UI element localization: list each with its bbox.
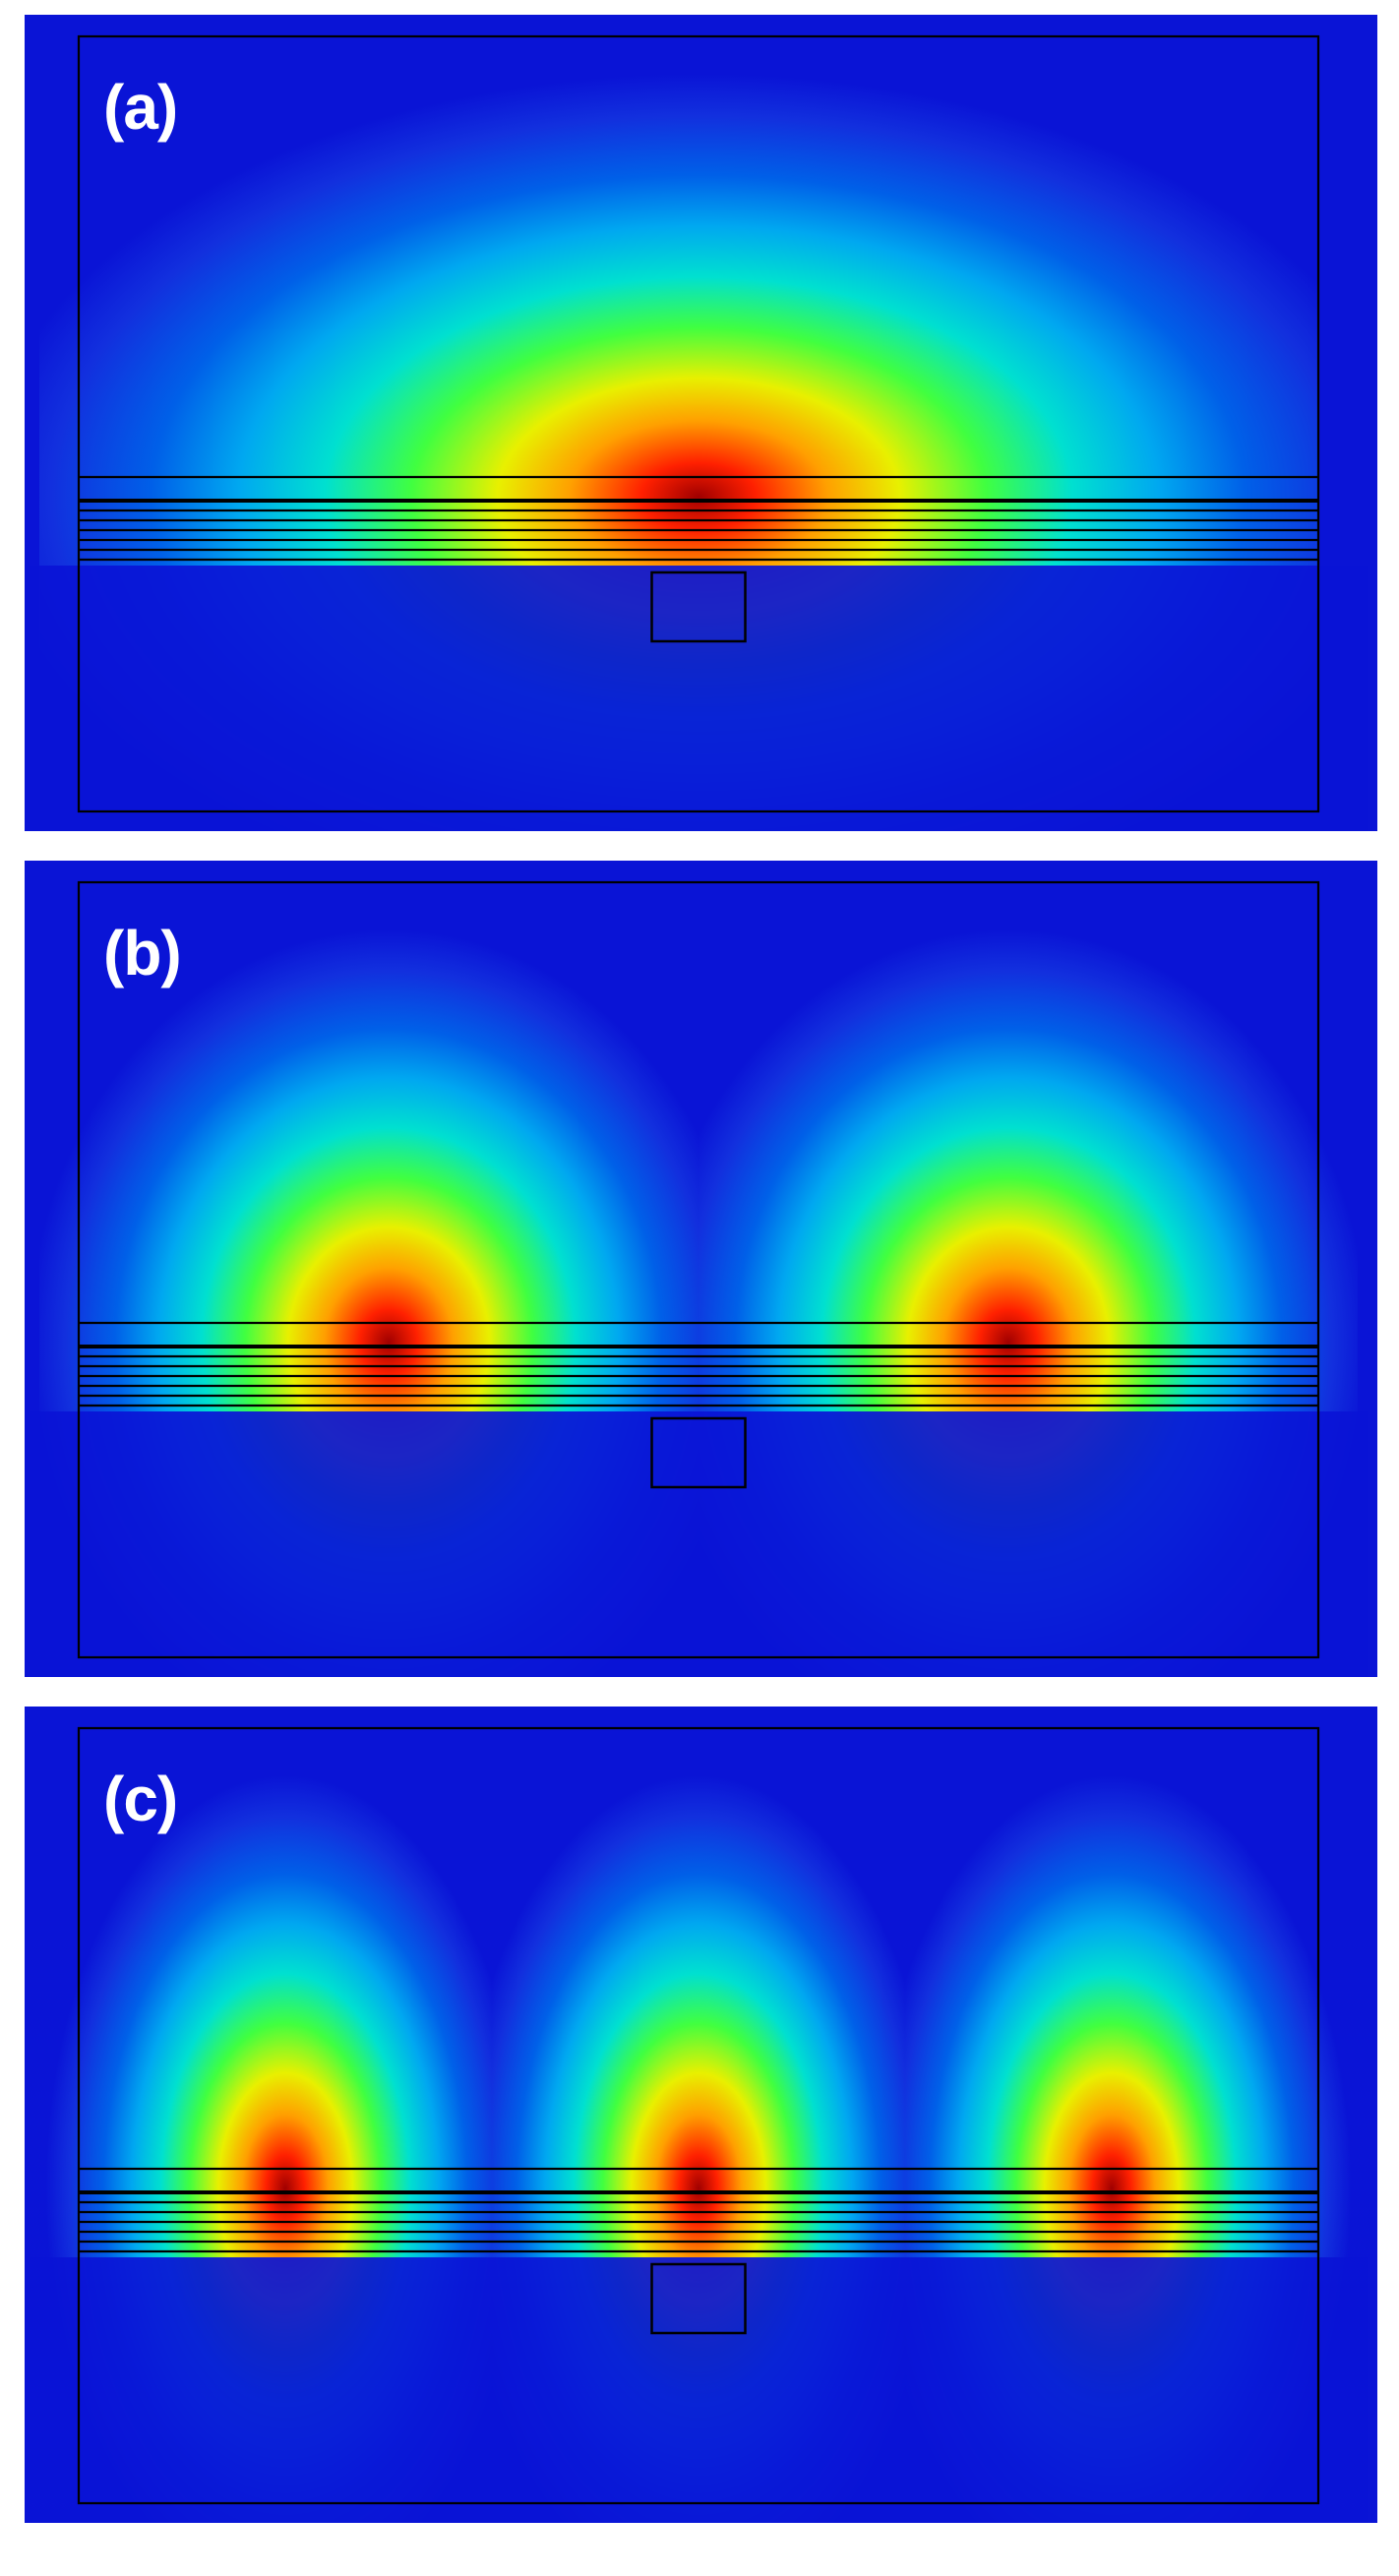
panel-label-b: (b)	[103, 918, 182, 988]
panel-a: (a)	[25, 15, 1377, 831]
panel-label-c: (c)	[103, 1764, 178, 1834]
substrate-region	[30, 1411, 1368, 1677]
domain-boundary	[77, 1726, 1320, 2505]
field-map-c	[25, 1707, 1377, 2523]
core-box	[650, 2262, 747, 2335]
core-box	[650, 570, 747, 643]
core-box	[650, 1416, 747, 1489]
panel-label-a: (a)	[103, 72, 178, 143]
panel-b: (b)	[25, 861, 1377, 1677]
substrate-region	[30, 566, 1368, 831]
field-map-b	[25, 861, 1377, 1677]
panel-c: (c)	[25, 1707, 1377, 2523]
field-map-a	[25, 15, 1377, 831]
domain-boundary	[77, 34, 1320, 813]
substrate-region	[30, 2257, 1368, 2523]
domain-boundary	[77, 880, 1320, 1659]
